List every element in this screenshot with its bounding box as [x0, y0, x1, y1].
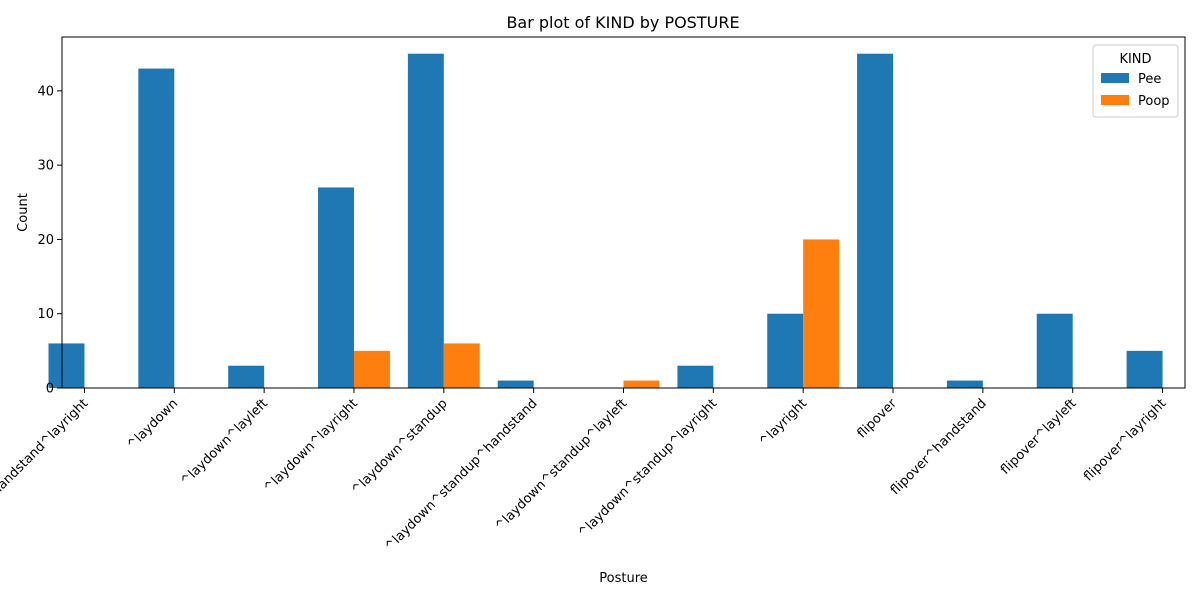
x-tick-label-12: flipover^layright [1081, 396, 1169, 484]
x-tick-label-8: ^layright [756, 396, 810, 450]
bar-pee-5 [497, 380, 534, 388]
legend-label-pee: Pee [1138, 72, 1161, 87]
plot-frame [61, 36, 1186, 389]
x-axis: ^handstand^layright ^laydown^laydown^layl… [0, 388, 1169, 555]
bar-pee-11 [1036, 313, 1073, 388]
y-tick-label-0: 0 [46, 382, 54, 397]
x-tick-label-4: ^laydown^standup [349, 396, 451, 498]
bar-poop-3 [353, 350, 390, 388]
x-tick-label-1: ^laydown [124, 396, 181, 453]
y-axis: 0 10 20 30 40 [37, 84, 62, 397]
bar-poop-6 [623, 380, 660, 388]
legend-swatch-pee [1101, 73, 1129, 83]
y-tick-label-2: 20 [37, 233, 54, 248]
legend-title: KIND [1119, 52, 1151, 67]
bar-pee-12 [1126, 350, 1163, 388]
bar-pee-1 [138, 68, 175, 388]
y-tick-label-4: 40 [37, 84, 54, 99]
y-axis-label: Count [16, 193, 31, 232]
legend: KIND Pee Poop [1092, 44, 1179, 118]
bar-pee-9 [857, 53, 894, 389]
x-tick-label-3: ^laydown^layright [261, 396, 361, 496]
bars-group [48, 53, 1163, 389]
y-tick-label-3: 30 [37, 159, 54, 174]
x-tick-label-9: flipover [855, 396, 901, 442]
x-tick-label-10: flipover^handstand [888, 396, 990, 498]
chart-title: Bar plot of KIND by POSTURE [506, 13, 739, 32]
bar-pee-0 [48, 343, 85, 388]
x-axis-label: Posture [599, 571, 648, 586]
bar-poop-4 [443, 343, 480, 388]
x-tick-label-11: flipover^layleft [998, 396, 1080, 478]
bar-pee-4 [407, 53, 444, 389]
bar-pee-3 [318, 187, 354, 388]
bar-pee-7 [677, 365, 714, 388]
legend-swatch-poop [1101, 95, 1129, 105]
x-tick-label-0: ^handstand^layright [0, 396, 91, 506]
bar-pee-2 [228, 365, 265, 388]
x-tick-label-2: ^laydown^layleft [178, 396, 271, 489]
y-tick-label-1: 10 [37, 307, 54, 322]
x-tick-label-5: ^laydown^standup^handstand [382, 396, 540, 554]
bar-pee-8 [767, 313, 804, 388]
legend-items: Pee Poop [1101, 72, 1170, 109]
legend-label-poop: Poop [1138, 94, 1170, 109]
bar-poop-8 [803, 239, 840, 388]
bar-pee-10 [946, 380, 983, 388]
